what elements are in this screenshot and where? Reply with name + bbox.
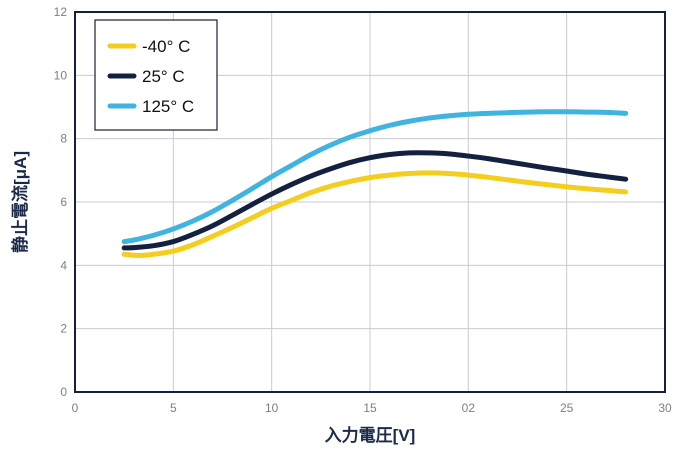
y-tick-label: 8 — [60, 132, 67, 146]
x-tick-label: 10 — [265, 401, 279, 415]
y-tick-label: 4 — [60, 258, 67, 272]
x-axis-label: 入力電圧[V] — [325, 425, 416, 445]
legend: -40° C 25° C 125° C — [94, 19, 218, 131]
grid-lines — [75, 12, 665, 392]
series-line-125c — [121, 109, 629, 245]
y-tick-label: 2 — [60, 322, 67, 336]
y-tick-label: 0 — [60, 385, 67, 399]
x-tick-label: 25 — [560, 401, 574, 415]
series-line-minus40c — [121, 170, 629, 258]
x-tick-label: 02 — [462, 401, 476, 415]
x-tick-label: 30 — [658, 401, 672, 415]
plot-frame — [74, 11, 666, 393]
x-tick-label: 5 — [170, 401, 177, 415]
series-line-25c — [121, 150, 629, 251]
y-tick-label: 12 — [54, 5, 68, 19]
y-tick-label: 10 — [54, 68, 68, 82]
legend-label-25c: 25° C — [142, 67, 185, 86]
y-axis-label: 静止電流[μA] — [10, 151, 30, 253]
y-tick-label: 6 — [60, 195, 67, 209]
x-tick-label: 0 — [72, 401, 79, 415]
legend-label-125c: 125° C — [142, 97, 194, 116]
legend-label-minus40c: -40° C — [142, 37, 190, 56]
series-lines — [121, 109, 629, 258]
x-tick-label: 15 — [363, 401, 377, 415]
